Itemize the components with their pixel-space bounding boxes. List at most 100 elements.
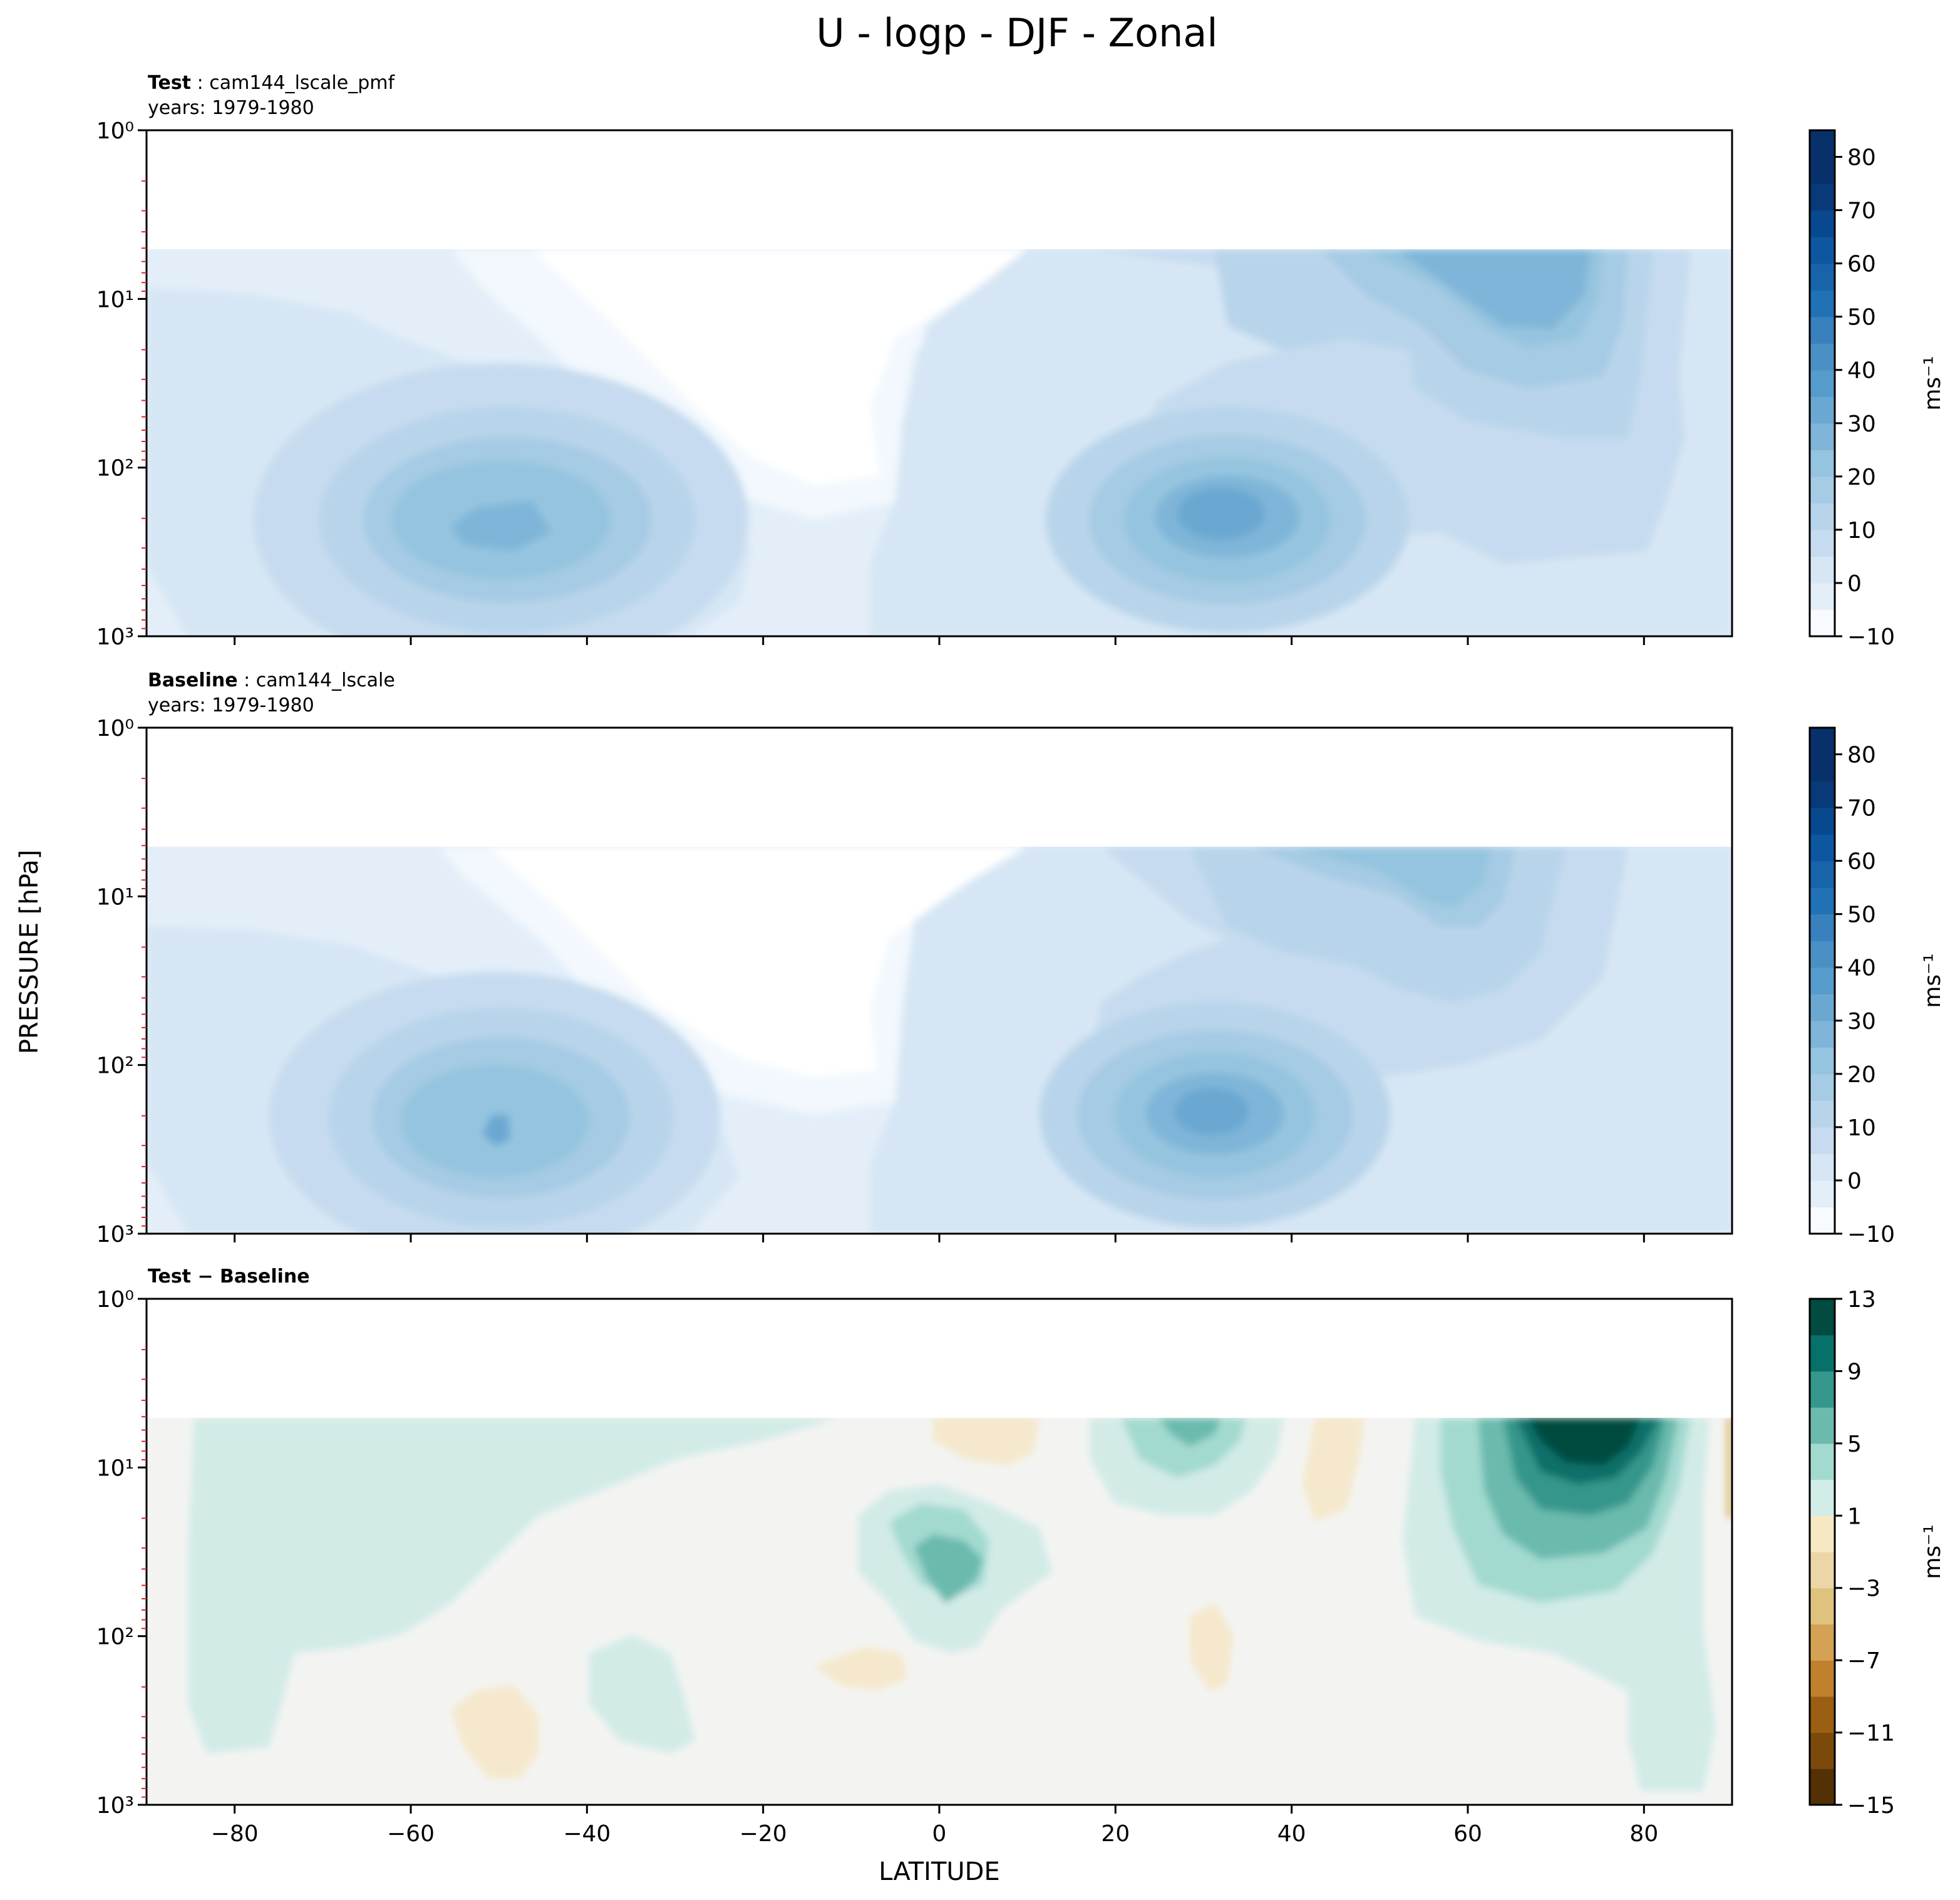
colorbar-segment xyxy=(1810,343,1835,371)
colorbar-tick-label: 9 xyxy=(1847,1359,1862,1385)
panel-difference-eq-upper-negative-1 xyxy=(933,1418,1039,1465)
panel-test-colorbar: −10 0 10 20 30 40 50 60 70 80 ms⁻¹ xyxy=(1808,129,1946,650)
colorbar-tick-label: 70 xyxy=(1847,796,1876,822)
colorbar-segment xyxy=(1810,423,1835,450)
x-tick-label: 60 xyxy=(1453,1821,1482,1847)
colorbar-tick-label: 0 xyxy=(1847,571,1862,597)
colorbar-segment xyxy=(1810,263,1835,291)
panel-difference-y-axis: 10⁰ 10¹ 10² 10³ xyxy=(96,1287,147,1819)
y-tick-label: 10³ xyxy=(96,624,134,650)
colorbar-segment xyxy=(1810,1624,1835,1661)
colorbar-tick-label: 50 xyxy=(1847,902,1876,928)
colorbar-segment xyxy=(1810,1207,1835,1234)
colorbar-segment xyxy=(1810,450,1835,477)
colorbar-segment xyxy=(1810,503,1835,530)
colorbar-tick-label: −7 xyxy=(1847,1648,1880,1674)
colorbar-tick-label: 40 xyxy=(1847,358,1876,384)
panel-difference-eq-positive-5 xyxy=(914,1534,983,1603)
colorbar-tick-label: −11 xyxy=(1847,1721,1895,1747)
colorbar-segment xyxy=(1810,157,1835,184)
colorbar-segment xyxy=(1810,728,1835,755)
colorbar-segment xyxy=(1810,1020,1835,1048)
colorbar-segment xyxy=(1810,1696,1835,1733)
panel-test-nh-jet-40 xyxy=(1177,487,1265,540)
y-tick-label: 10³ xyxy=(96,1222,134,1247)
colorbar-tick-label: 5 xyxy=(1847,1432,1862,1457)
x-axis-label: LATITUDE xyxy=(879,1857,999,1886)
colorbar-segment xyxy=(1810,860,1835,888)
y-tick-label: 10⁰ xyxy=(96,716,134,741)
colorbar-segment xyxy=(1810,1073,1835,1101)
panel-test-contours xyxy=(147,130,1732,636)
colorbar-tick-label: 60 xyxy=(1847,252,1876,277)
colorbar-segment xyxy=(1810,1335,1835,1372)
panel-test-title: Test : cam144_lscale_pmf xyxy=(148,72,395,94)
colorbar-frame xyxy=(1808,726,1836,1235)
colorbar-segment xyxy=(1810,210,1835,237)
panel-difference-sh-negative-1 xyxy=(451,1685,539,1779)
panel-difference-no-data-top xyxy=(147,1299,1732,1418)
panel-difference-nh-negative-upper-1 xyxy=(1302,1418,1365,1522)
y-tick-label: 10⁰ xyxy=(96,1287,134,1313)
panel-difference-sh-positive-1 xyxy=(188,1418,839,1753)
panel-difference-arctic-positive-11 xyxy=(1528,1418,1641,1465)
colorbar-segment xyxy=(1810,556,1835,584)
colorbar-segment xyxy=(1810,1552,1835,1589)
colorbar-segment xyxy=(1810,1479,1835,1516)
colorbar-tick-label: 10 xyxy=(1847,1115,1876,1141)
colorbar-tick-label: 30 xyxy=(1847,1009,1876,1035)
colorbar-label: ms⁻¹ xyxy=(1920,356,1946,410)
panel-test-polar-jet-35 xyxy=(1396,249,1591,329)
colorbar-segment xyxy=(1810,994,1835,1021)
colorbar-tick-label: 80 xyxy=(1847,743,1876,768)
panel-test-easterly-region xyxy=(451,249,1039,485)
colorbar-tick-label: 60 xyxy=(1847,849,1876,875)
colorbar-segment xyxy=(1810,887,1835,915)
panel-test-x-axis xyxy=(234,636,1645,645)
colorbar-segment xyxy=(1810,183,1835,211)
panel-baseline-nh-jet-40 xyxy=(1174,1088,1249,1135)
panel-difference-nh-negative-mid-1 xyxy=(1190,1603,1234,1691)
y-tick-label: 10⁰ xyxy=(96,118,134,144)
x-tick-label: −20 xyxy=(740,1821,787,1847)
colorbar-tick-label: 20 xyxy=(1847,465,1876,490)
panel-baseline-title-bold: Baseline xyxy=(148,669,238,691)
colorbar-segment xyxy=(1810,130,1835,158)
y-tick-label: 10² xyxy=(96,456,134,482)
panel-test-sh-jet-35 xyxy=(451,501,551,551)
panel-difference-title-bold: Test − Baseline xyxy=(148,1266,310,1288)
x-tick-label: 80 xyxy=(1629,1821,1658,1847)
colorbar-segment xyxy=(1810,1660,1835,1697)
colorbar-segment xyxy=(1810,834,1835,862)
colorbar-frame xyxy=(1808,129,1836,638)
colorbar-segment xyxy=(1810,754,1835,782)
panel-test-title-bold: Test xyxy=(148,72,191,94)
colorbar-segment xyxy=(1810,1588,1835,1625)
panel-difference-title: Test − Baseline xyxy=(148,1266,310,1288)
y-tick-label: 10¹ xyxy=(96,287,134,312)
colorbar-segment xyxy=(1810,476,1835,503)
panel-test-years: years: 1979-1980 xyxy=(148,97,314,119)
panel-baseline-title: Baseline : cam144_lscale xyxy=(148,669,395,691)
y-axis-label: PRESSURE [hPa] xyxy=(15,850,44,1054)
colorbar-tick-label: 80 xyxy=(1847,145,1876,171)
panel-baseline-weak-westerly-ring xyxy=(438,847,1046,1115)
colorbar-tick-label: 20 xyxy=(1847,1062,1876,1088)
colorbar-segment xyxy=(1810,1127,1835,1155)
y-tick-label: 10¹ xyxy=(96,884,134,910)
colorbar-segment xyxy=(1810,237,1835,264)
panel-baseline-colorbar: −10 0 10 20 30 40 50 60 70 80 ms⁻¹ xyxy=(1808,726,1946,1247)
panel-baseline: Baseline : cam144_lscale years: 1979-198… xyxy=(96,669,1946,1247)
colorbar-tick-label: −10 xyxy=(1847,1222,1895,1247)
panel-difference-contours xyxy=(147,1299,1732,1805)
colorbar-frame xyxy=(1808,1298,1836,1806)
figure-title: U - logp - DJF - Zonal xyxy=(816,10,1217,56)
panel-difference: Test − Baseline xyxy=(96,1266,1946,1847)
panel-difference-nh-upper-positive-5 xyxy=(1158,1418,1221,1447)
colorbar-label: ms⁻¹ xyxy=(1920,1524,1946,1579)
colorbar-segment xyxy=(1810,396,1835,424)
panel-difference-eq-negative-1 xyxy=(814,1647,908,1691)
x-tick-label: 0 xyxy=(932,1821,947,1847)
y-tick-label: 10¹ xyxy=(96,1455,134,1481)
